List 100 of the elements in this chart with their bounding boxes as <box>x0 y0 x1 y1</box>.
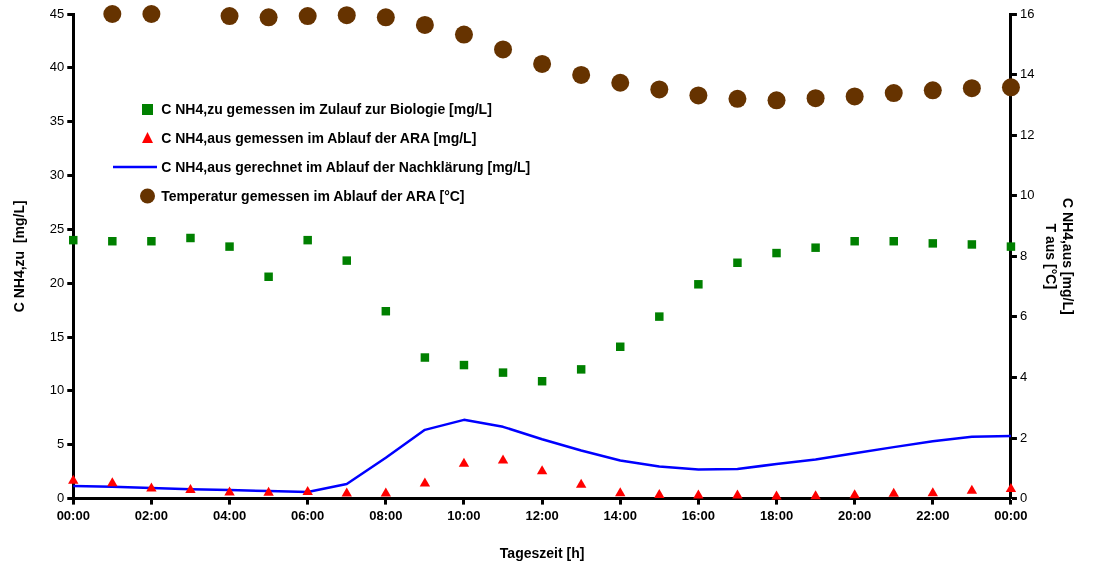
point <box>806 89 825 108</box>
point <box>966 484 978 494</box>
y-tick-label: 45 <box>49 5 65 21</box>
point <box>693 489 704 499</box>
point <box>376 8 395 27</box>
x-tick-label: 10:00 <box>447 507 481 523</box>
point <box>303 235 312 245</box>
x-tick-label: 04:00 <box>212 507 247 523</box>
y2-tick-label: 16 <box>1019 5 1035 21</box>
x-tick-label: 00:00 <box>994 507 1028 523</box>
point <box>572 65 591 84</box>
point <box>928 239 938 248</box>
point <box>415 15 434 34</box>
point <box>884 84 903 103</box>
point <box>1001 78 1020 97</box>
point <box>845 87 864 106</box>
point <box>1005 482 1017 492</box>
y2-axis-title: C NH4,aus [mg/L] T aus [°C] <box>1042 197 1076 315</box>
x-tick-label: 18:00 <box>759 507 794 523</box>
y2-tick-label: 4 <box>1019 369 1028 385</box>
point <box>771 490 782 500</box>
point <box>107 477 118 487</box>
point <box>494 40 513 59</box>
y-tick-label: 20 <box>49 274 65 290</box>
point <box>497 454 509 464</box>
point <box>772 248 781 258</box>
point <box>147 236 156 246</box>
legend-label: C NH4,aus gerechnet im Ablauf der Nachklärung [mg/L] <box>161 158 531 175</box>
point <box>420 353 430 362</box>
x-tick-label: 22:00 <box>916 507 950 523</box>
point <box>611 73 630 92</box>
y-tick-label: 5 <box>57 436 65 452</box>
point <box>337 6 356 25</box>
point <box>454 25 473 44</box>
point <box>342 256 351 265</box>
point <box>264 272 273 281</box>
y-tick-label: 25 <box>49 220 65 236</box>
x-tick-label: 02:00 <box>134 507 169 523</box>
point <box>889 236 898 246</box>
y-axis-title: C NH4,zu [mg/L] <box>11 200 28 313</box>
point <box>263 486 274 496</box>
point <box>694 280 703 289</box>
x-tick-label: 16:00 <box>681 507 716 523</box>
point <box>650 80 669 99</box>
x-tick-label: 08:00 <box>369 507 403 523</box>
y-tick-label: 40 <box>49 59 65 75</box>
y-tick-label: 10 <box>49 382 65 398</box>
point <box>259 8 278 27</box>
point <box>575 478 587 488</box>
point <box>733 258 742 267</box>
x-tick-label: 14:00 <box>603 507 637 523</box>
point <box>615 487 626 497</box>
legend-label: Temperatur gemessen im Ablauf der ARA [°C] <box>161 187 465 204</box>
point <box>654 488 665 498</box>
point <box>108 236 117 246</box>
y2-tick-label: 6 <box>1019 308 1028 324</box>
point <box>302 485 313 495</box>
legend-label: C NH4,aus gemessen im Ablauf der ARA [mg/L] <box>161 129 477 146</box>
y2-tick-label: 2 <box>1019 429 1028 445</box>
y-tick-label: 30 <box>49 167 65 183</box>
point <box>225 242 234 251</box>
point <box>224 486 235 496</box>
point <box>1006 242 1016 251</box>
point <box>185 484 196 494</box>
y2-tick-label: 10 <box>1019 187 1035 203</box>
point <box>142 5 161 23</box>
point <box>458 457 470 467</box>
y2-tick-label: 14 <box>1019 66 1035 82</box>
point <box>220 7 239 26</box>
x-tick-label: 00:00 <box>56 507 90 523</box>
point <box>767 91 786 110</box>
point <box>576 365 586 374</box>
x-axis-title: Tageszeit [h] <box>499 545 585 562</box>
point <box>533 54 552 73</box>
y-tick-label: 15 <box>49 328 65 344</box>
point <box>810 490 821 500</box>
point <box>68 474 79 484</box>
point <box>732 489 743 499</box>
point <box>850 236 859 246</box>
point <box>103 5 122 23</box>
point <box>888 487 899 497</box>
point <box>498 368 508 377</box>
point <box>927 487 938 497</box>
point <box>849 489 860 499</box>
point <box>536 465 548 475</box>
y2-tick-label: 12 <box>1019 126 1035 142</box>
legend-label: C NH4,zu gemessen im Zulauf zur Biologie [mg/L] <box>161 100 492 117</box>
point <box>655 312 664 321</box>
point <box>298 7 317 26</box>
point <box>728 89 747 108</box>
point <box>146 482 157 492</box>
point <box>967 240 977 249</box>
point <box>689 86 708 105</box>
point <box>186 233 195 243</box>
point <box>811 243 820 252</box>
y-tick-label: 35 <box>49 113 65 129</box>
point <box>962 79 981 98</box>
point <box>923 81 942 100</box>
x-tick-label: 06:00 <box>291 507 325 523</box>
y2-tick-label: 0 <box>1019 490 1028 506</box>
